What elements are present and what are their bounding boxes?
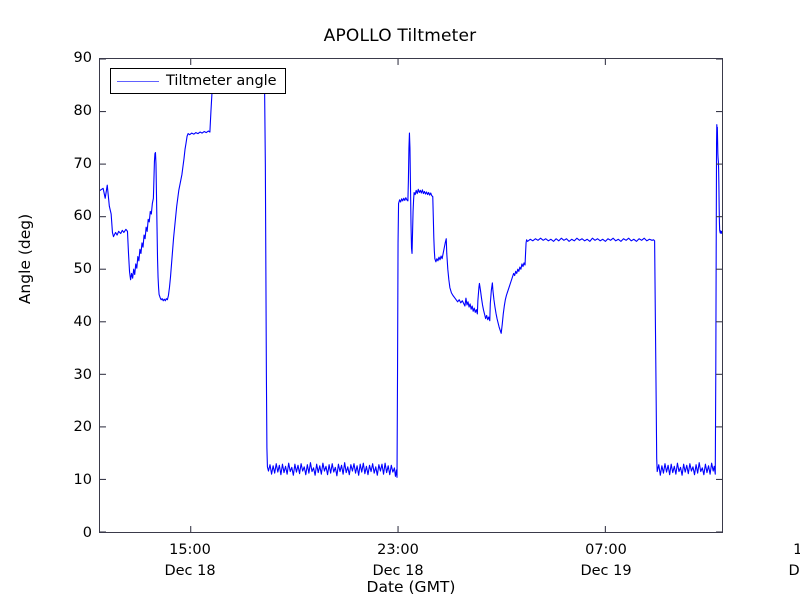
legend-label-tiltmeter-angle: Tiltmeter angle (166, 73, 277, 89)
y-axis-tick-labels: 0 10 20 30 40 50 60 70 80 90 (47, 0, 92, 600)
y-tick-label-8: 80 (73, 102, 92, 119)
chart-title: APOLLO Tiltmeter (323, 26, 477, 46)
x-tick-date-1: Dec 18 (372, 563, 424, 579)
x-tick-date-3: Dec 19 (788, 563, 800, 579)
x-axis-label: Date (GMT) (366, 578, 456, 596)
plot-area: Tiltmeter angle (99, 58, 723, 533)
x-tick-date-2: Dec 19 (580, 563, 632, 579)
x-tick-time-2: 07:00 (585, 542, 627, 558)
y-tick-label-2: 20 (73, 419, 92, 436)
legend: Tiltmeter angle (110, 68, 286, 94)
x-tick-time-3: 15:00 (793, 542, 800, 558)
data-line-svg (100, 59, 722, 532)
y-tick-label-5: 50 (73, 261, 92, 278)
x-tick-group-1: 23:00 Dec 18 (333, 540, 463, 582)
x-tick-time-1: 23:00 (377, 542, 419, 558)
x-tick-time-0: 15:00 (169, 542, 211, 558)
y-tick-label-4: 40 (73, 313, 92, 330)
x-tick-group-3: 15:00 Dec 19 (749, 540, 800, 582)
y-tick-label-3: 30 (73, 366, 92, 383)
x-tick-group-0: 15:00 Dec 18 (125, 540, 255, 582)
y-tick-label-6: 60 (73, 208, 92, 225)
series-tiltmeter-angle (100, 85, 722, 477)
y-tick-label-9: 90 (73, 50, 92, 66)
legend-line-sample (117, 80, 159, 82)
y-tick-label-0: 0 (82, 525, 92, 541)
y-tick-label-7: 70 (73, 155, 92, 172)
x-tick-date-0: Dec 18 (164, 563, 216, 579)
x-tick-group-2: 07:00 Dec 19 (541, 540, 671, 582)
y-tick-label-1: 10 (73, 472, 92, 489)
